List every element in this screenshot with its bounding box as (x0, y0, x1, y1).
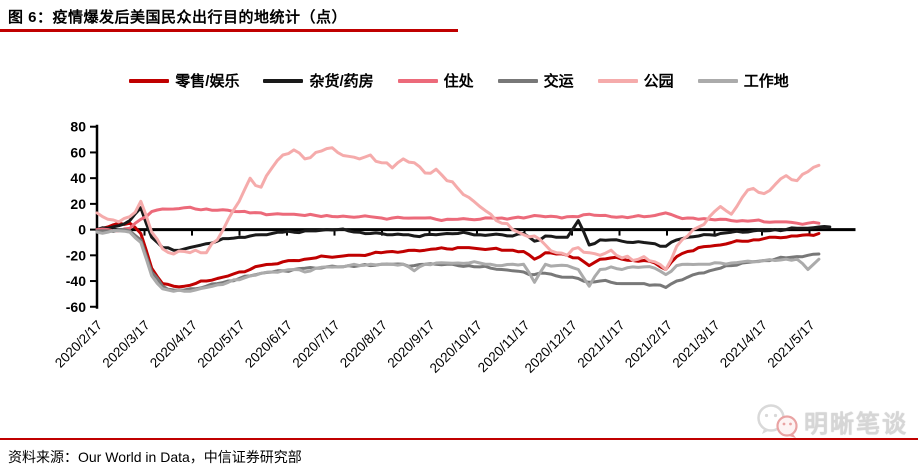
watermark: 明晰笔谈 (754, 403, 908, 439)
y-tick-label: -20 (66, 247, 86, 263)
y-tick-label: -40 (66, 273, 86, 289)
y-tick-label: 60 (70, 144, 86, 160)
x-tick-label: 2021/3/17 (670, 318, 723, 371)
x-tick-label: 2020/7/17 (290, 318, 343, 371)
chart-legend: 零售/娱乐 杂货/药房 住处 交运 公园 工作地 (0, 70, 918, 91)
y-tick-label: 20 (70, 196, 86, 212)
legend-swatch-icon (129, 78, 170, 83)
legend-label: 交运 (543, 73, 574, 90)
y-tick-label: -60 (66, 299, 86, 315)
legend-item-1: 杂货/药房 (263, 70, 374, 91)
legend-item-3: 交运 (497, 70, 574, 91)
legend-item-4: 公园 (597, 70, 674, 91)
legend-label: 零售/娱乐 (175, 73, 240, 90)
legend-swatch-icon (263, 78, 304, 83)
x-tick-label: 2020/5/17 (195, 318, 248, 371)
legend-item-2: 住处 (397, 70, 474, 91)
footer-divider (0, 438, 918, 440)
series-line-4 (95, 146, 821, 271)
watermark-text: 明晰笔谈 (804, 410, 908, 438)
title-divider (0, 29, 458, 32)
wechat-chat-bubbles-icon (757, 404, 798, 438)
legend-item-0: 零售/娱乐 (129, 70, 239, 91)
series-line-5 (95, 229, 821, 293)
x-tick-label: 2020/8/17 (337, 318, 390, 371)
legend-label: 工作地 (743, 73, 789, 90)
legend-label: 住处 (443, 73, 474, 90)
series-line-2 (95, 205, 821, 233)
chart-title: 图 6：疫情爆发后美国民众出行目的地统计（点） (8, 9, 348, 26)
x-tick-label: 2021/2/17 (622, 318, 675, 371)
legend-label: 公园 (643, 73, 674, 90)
source-text: 资料来源：Our World in Data，中信证券研究部 (8, 449, 302, 465)
legend-swatch-icon (497, 78, 538, 83)
y-tick-label: 0 (78, 222, 86, 238)
legend-swatch-icon (597, 78, 638, 83)
x-tick-label: 2020/2/17 (52, 318, 105, 371)
legend-label: 杂货/药房 (309, 73, 374, 90)
y-tick-label: 40 (70, 170, 86, 186)
x-tick-label: 2020/3/17 (100, 318, 153, 371)
series-line-0 (95, 221, 821, 289)
mobility-line-chart: 806040200-20-40-602020/2/172020/3/172020… (52, 119, 856, 376)
legend-swatch-icon (397, 78, 438, 83)
x-tick-label: 2020/4/17 (147, 318, 200, 371)
y-tick-label: 80 (70, 119, 86, 135)
legend-item-5: 工作地 (697, 70, 789, 91)
x-tick-label: 2020/6/17 (242, 318, 295, 371)
legend-swatch-icon (697, 78, 738, 83)
x-tick-label: 2021/4/17 (717, 318, 770, 371)
x-tick-label: 2021/5/17 (765, 318, 818, 371)
x-tick-label: 2021/1/17 (575, 318, 628, 371)
series-line-1 (95, 206, 832, 252)
